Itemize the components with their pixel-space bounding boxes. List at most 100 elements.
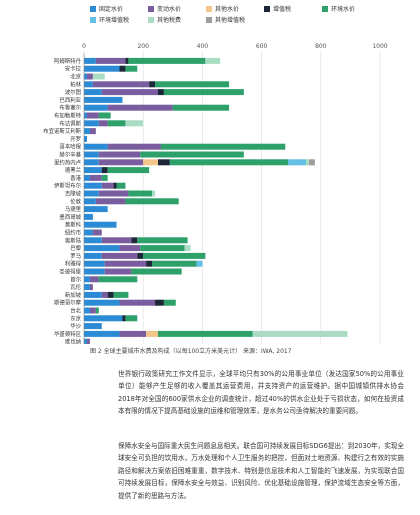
body-paragraph-1: 世界银行政策研究工作文件显示，全球平均只有30%的公用事业单位（发达国家50%的… [118,370,404,416]
bar-segment [125,198,179,205]
category-label: 纽约市 [65,229,82,237]
bar-segment [84,159,99,166]
bar-segment [119,245,141,252]
bar-segment [98,112,111,119]
bar-segment [95,198,126,205]
legend-item: 变动水价 [148,6,181,15]
bar-segment [84,268,105,275]
legend-label: 环境水价 [331,6,356,13]
category-label: 布宜诺斯艾利斯 [43,127,81,135]
category-label: 布鲁塞尔 [59,104,81,112]
legend-swatch [148,17,154,23]
category-label: 德黑兰 [65,166,82,174]
category-label: 开罗 [70,136,81,143]
bar-segment [86,112,99,119]
legend-label: 其他增值税 [215,17,246,24]
category-label: 布加勒斯特 [54,112,82,120]
x-tick-label: 400 [197,43,209,50]
bar-segment [84,112,87,119]
category-label: 东京 [70,314,81,322]
bar-segment [84,128,90,135]
legend-item: 固定水价 [90,6,123,15]
x-tick-label: 800 [315,43,327,50]
legend-label: 环境增值税 [99,17,130,24]
bar-segment [160,143,286,150]
bar-segment [158,89,164,96]
category-label: 香港 [70,174,81,182]
category-label: 布达佩斯 [59,119,81,127]
bar-segment [84,120,99,127]
bar-segment [84,190,99,197]
bar-segment [158,330,253,337]
bar-segment [140,245,185,252]
bar-segment [84,284,90,291]
bar-segment [107,120,126,127]
bar-segment [119,299,156,306]
category-label: 巴西利亚 [59,96,81,104]
category-label: 华盛顿特区 [54,330,82,338]
bar-segment [101,237,132,244]
legend-swatch [148,6,154,12]
category-label: 利雅得 [65,260,82,268]
category-label: 波尔图 [65,88,81,96]
x-tick-label: 200 [137,43,149,50]
bar-segment [131,268,182,275]
bar-segment [107,143,161,150]
bar-segment [92,73,105,80]
bar-segment [95,57,126,64]
bar-segment [84,89,102,96]
bar-segment [84,291,102,298]
legend-label: 其他水价 [215,6,240,13]
bar-segment [119,330,147,337]
category-label: 吉隆坡 [65,190,82,198]
legend-item: 其他水价 [206,6,239,15]
bar-segment [172,104,230,111]
bar-segment [84,299,120,306]
category-label: 里约热内卢 [54,158,82,166]
bar-segment [125,315,138,322]
bar-segment [84,206,108,213]
bar-segment [84,252,102,259]
bar-segment [308,159,315,166]
bar-segment [169,159,289,166]
bar-segment [84,330,120,337]
legend-item: 环境水价 [322,6,355,15]
bar-segment [84,81,93,88]
bar-segment [143,252,206,259]
category-label: 伊斯坦布尔 [54,182,82,190]
bar-segment [86,338,90,344]
legend-item: 其他税费 [148,17,181,26]
bar-segment [101,252,138,259]
bar-segment [101,89,158,96]
bar-segment [140,151,244,158]
bar-segment [113,182,117,189]
legend-label: 其他税费 [157,17,182,24]
bar-segment [92,81,150,88]
bar-segment [84,213,93,220]
bar-segment [119,65,126,72]
category-label: 赫尔辛基 [59,151,81,159]
bar-segment [101,167,108,174]
bar-segment [125,57,129,64]
bar-segment [152,190,156,197]
bar-segment [84,135,87,142]
legend-label: 增值税 [273,6,292,13]
bar-segment [113,291,129,298]
bar-segment [84,245,120,252]
bar-segment [89,128,96,135]
category-label: 巴黎 [70,244,81,252]
x-tick-label: 1000 [372,43,387,50]
category-label: 圣彼得堡 [59,268,81,276]
bar-segment [131,237,138,244]
category-label: 墨西哥城 [59,214,81,221]
bar-segment [146,330,158,337]
bar-segment [155,81,230,88]
bar-segment [98,159,144,166]
category-label: 阿姆斯特丹 [54,57,82,65]
bar-segment [149,81,156,88]
legend-swatch [206,17,212,23]
category-label: 维也纳 [65,338,81,344]
bar-segment [84,221,117,228]
bar-segment [98,276,138,283]
bar-segment [84,323,102,330]
